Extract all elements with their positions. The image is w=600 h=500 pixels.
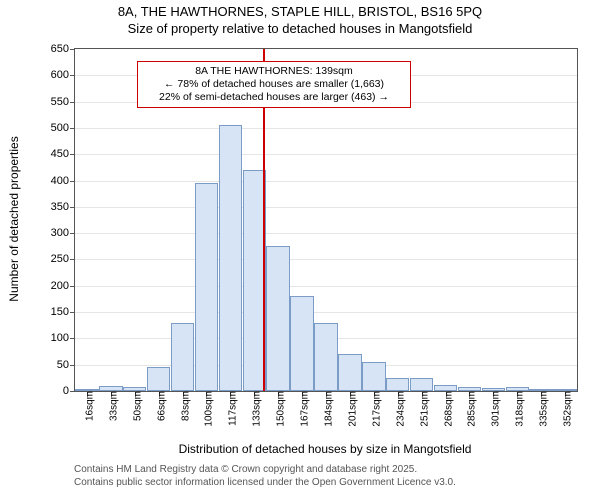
grid-line <box>75 181 577 182</box>
footer-line-2: Contains public sector information licen… <box>74 477 456 490</box>
histogram-bar <box>195 183 218 391</box>
histogram-bar <box>266 246 289 391</box>
grid-line <box>75 286 577 287</box>
histogram-bar <box>219 125 242 391</box>
x-tick-label: 150sqm <box>270 391 287 427</box>
annotation-line: 22% of semi-detached houses are larger (… <box>144 91 404 104</box>
title-line-1: 8A, THE HAWTHORNES, STAPLE HILL, BRISTOL… <box>0 4 600 21</box>
x-tick-label: 301sqm <box>485 391 502 427</box>
chart-container: 8A, THE HAWTHORNES, STAPLE HILL, BRISTOL… <box>0 0 600 500</box>
y-tick-label: 200 <box>51 280 75 292</box>
grid-line <box>75 154 577 155</box>
histogram-bar <box>171 323 194 391</box>
x-tick-label: 285sqm <box>461 391 478 427</box>
y-tick-label: 150 <box>51 306 75 318</box>
y-tick-label: 350 <box>51 201 75 213</box>
y-tick-label: 250 <box>51 253 75 265</box>
x-tick-label: 66sqm <box>150 391 167 421</box>
histogram-bar <box>338 354 361 391</box>
y-axis-label: Number of detached properties <box>7 136 21 301</box>
y-tick-label: 100 <box>51 332 75 344</box>
x-axis-label: Distribution of detached houses by size … <box>74 442 576 456</box>
histogram-bar <box>147 367 170 391</box>
y-tick-label: 500 <box>51 122 75 134</box>
grid-line <box>75 259 577 260</box>
x-tick-label: 217sqm <box>365 391 382 427</box>
title-block: 8A, THE HAWTHORNES, STAPLE HILL, BRISTOL… <box>0 4 600 38</box>
y-tick-label: 650 <box>51 43 75 55</box>
footer-attribution: Contains HM Land Registry data © Crown c… <box>74 464 456 489</box>
y-tick-label: 450 <box>51 148 75 160</box>
x-tick-label: 117sqm <box>222 391 239 426</box>
x-tick-label: 83sqm <box>174 391 191 421</box>
y-tick-label: 600 <box>51 69 75 81</box>
x-tick-label: 133sqm <box>246 391 263 427</box>
x-tick-label: 268sqm <box>437 391 454 427</box>
x-tick-label: 352sqm <box>557 391 574 427</box>
grid-line <box>75 128 577 129</box>
x-tick-label: 100sqm <box>198 391 215 427</box>
y-tick-label: 50 <box>57 359 75 371</box>
x-tick-label: 251sqm <box>413 391 430 427</box>
x-tick-label: 318sqm <box>509 391 526 427</box>
histogram-bar <box>410 378 433 391</box>
title-line-2: Size of property relative to detached ho… <box>0 21 600 38</box>
grid-line <box>75 207 577 208</box>
grid-line <box>75 312 577 313</box>
annotation-line: ← 78% of detached houses are smaller (1,… <box>144 78 404 91</box>
x-tick-label: 335sqm <box>533 391 550 427</box>
histogram-bar <box>386 378 409 391</box>
histogram-bar <box>314 323 337 391</box>
x-tick-label: 16sqm <box>78 391 95 421</box>
annotation-line: 8A THE HAWTHORNES: 139sqm <box>144 65 404 78</box>
x-tick-label: 234sqm <box>389 391 406 427</box>
x-tick-label: 33sqm <box>102 391 119 421</box>
histogram-bar <box>362 362 385 391</box>
x-tick-label: 167sqm <box>294 391 311 427</box>
x-tick-label: 50sqm <box>126 391 143 421</box>
histogram-bar <box>290 296 313 391</box>
y-tick-label: 300 <box>51 227 75 239</box>
y-tick-label: 550 <box>51 96 75 108</box>
x-tick-label: 184sqm <box>318 391 335 427</box>
annotation-box: 8A THE HAWTHORNES: 139sqm← 78% of detach… <box>137 61 411 108</box>
x-tick-label: 201sqm <box>341 391 358 427</box>
y-tick-label: 400 <box>51 175 75 187</box>
grid-line <box>75 233 577 234</box>
y-tick-label: 0 <box>63 385 75 397</box>
plot-area: 0501001502002503003504004505005506006501… <box>74 48 578 392</box>
footer-line-1: Contains HM Land Registry data © Crown c… <box>74 464 456 477</box>
